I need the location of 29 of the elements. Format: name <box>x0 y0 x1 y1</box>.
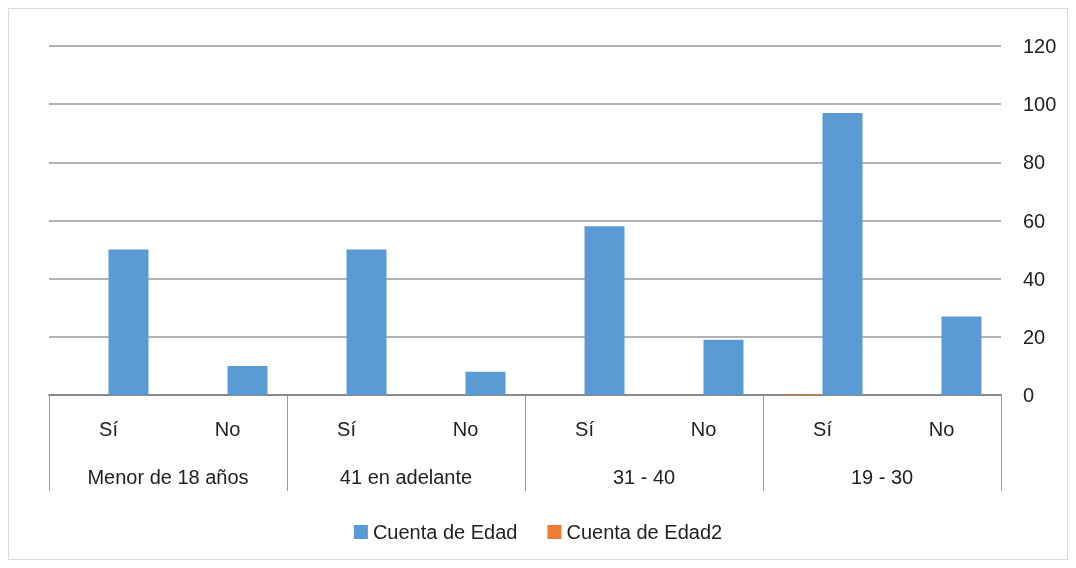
bar <box>227 365 268 395</box>
y-tick-label: 0 <box>1023 384 1035 406</box>
bar <box>822 112 863 395</box>
legend-label: Cuenta de Edad2 <box>566 521 723 543</box>
y-tick-label: 80 <box>1023 151 1046 174</box>
text: 19 - 30 <box>850 466 914 488</box>
x-tick-label: No <box>214 418 241 440</box>
text: 31 - 40 <box>612 466 676 488</box>
x-tick-label: Sí <box>813 418 833 440</box>
bar <box>108 249 149 395</box>
x-tick-label: No <box>452 418 479 440</box>
bar <box>465 371 506 395</box>
bar <box>703 339 744 395</box>
text: 41 en adelante <box>339 466 473 488</box>
x-tick-label: Sí <box>337 418 357 440</box>
bar <box>584 226 625 395</box>
y-tick-label: 120 <box>1023 35 1057 57</box>
bar <box>941 316 982 395</box>
y-tick-label: 100 <box>1023 93 1057 116</box>
x-tick-label: No <box>690 418 717 440</box>
x-tick-label: No <box>928 418 955 440</box>
bar <box>346 249 387 395</box>
y-tick-label: 60 <box>1023 209 1046 232</box>
text: Menor de 18 años <box>87 466 249 488</box>
y-tick-label: 20 <box>1023 325 1046 348</box>
x-tick-label: Sí <box>575 418 595 440</box>
x-tick-label: Sí <box>99 418 119 440</box>
legend-label: Cuenta de Edad <box>372 521 518 543</box>
y-tick-label: 40 <box>1023 267 1046 290</box>
